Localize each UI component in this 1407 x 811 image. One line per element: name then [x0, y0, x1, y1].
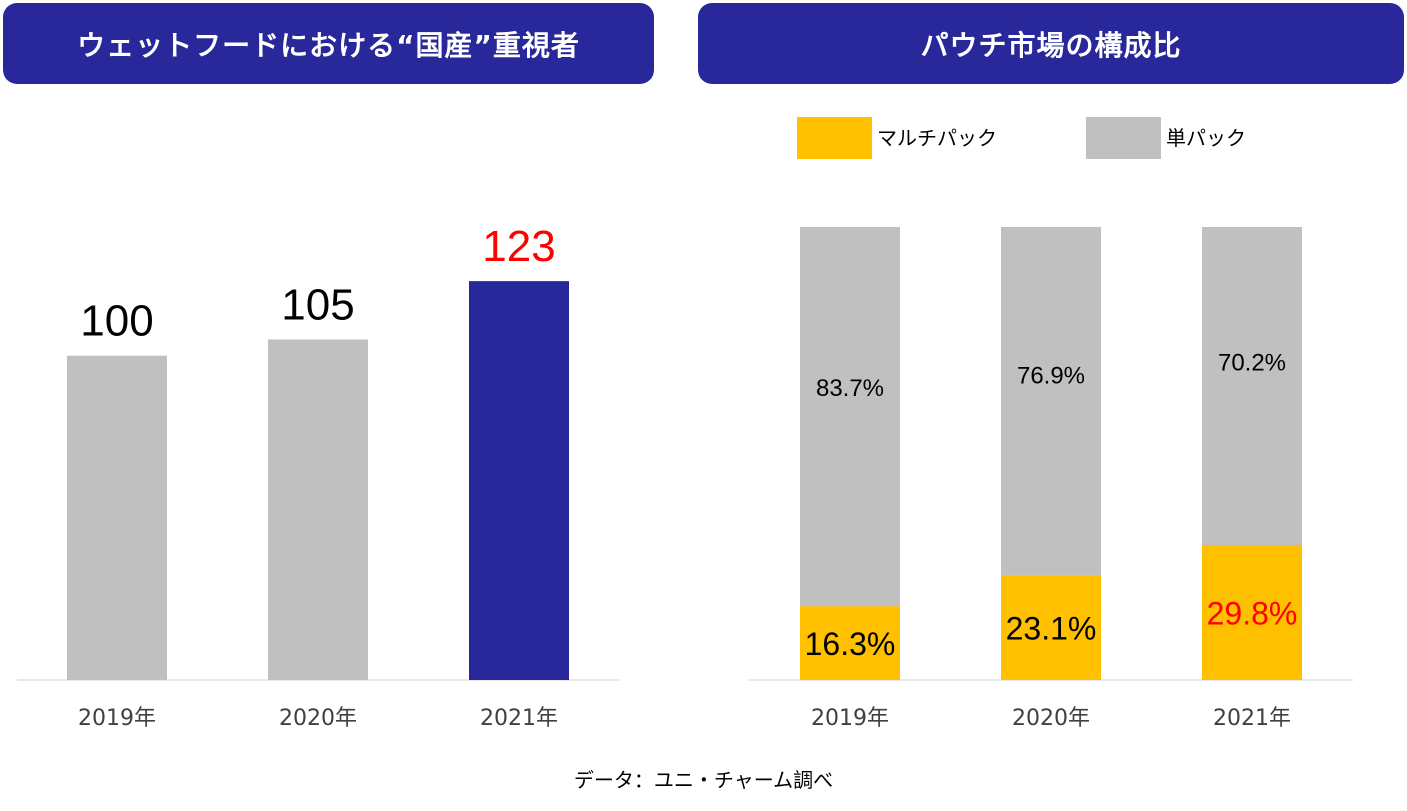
- stack-segment-0-2019年: [800, 606, 900, 680]
- stack-value-label: 76.9%: [1017, 362, 1085, 389]
- left-bar-value-label: 105: [281, 281, 354, 330]
- left-x-tick-label: 2020年: [279, 706, 357, 731]
- left-bar-2021年: [469, 281, 569, 680]
- stack-segment-1-2019年: [800, 227, 900, 607]
- right-x-tick-label: 2019年: [811, 706, 889, 731]
- stack-value-label: 23.1%: [1006, 611, 1097, 647]
- left-bar-value-label: 123: [482, 222, 555, 271]
- stack-segment-0-2020年: [1001, 575, 1101, 680]
- stack-segment-1-2020年: [1001, 227, 1101, 576]
- right-chart-title: パウチ市場の構成比: [698, 3, 1404, 84]
- stack-value-label: 29.8%: [1207, 596, 1298, 632]
- left-x-tick-label: 2019年: [78, 706, 156, 731]
- stack-value-label: 83.7%: [816, 375, 884, 402]
- left-chart-title: ウェットフードにおける“国産”重視者: [3, 3, 654, 84]
- right-x-tick-label: 2021年: [1213, 706, 1291, 731]
- legend-swatch-1: [1086, 117, 1161, 159]
- right-x-tick-label: 2020年: [1012, 706, 1090, 731]
- source-note: データ：ユニ・チャーム調べ: [573, 768, 834, 792]
- stack-segment-0-2021年: [1202, 545, 1302, 680]
- left-x-tick-label: 2021年: [480, 706, 558, 731]
- stack-value-label: 70.2%: [1218, 350, 1286, 377]
- stack-value-label: 16.3%: [805, 626, 896, 662]
- legend-swatch-0: [797, 117, 872, 159]
- legend-label-1: 単パック: [1166, 126, 1246, 150]
- left-bar-value-label: 100: [80, 297, 153, 346]
- stack-segment-1-2021年: [1202, 227, 1302, 546]
- left-bar-2019年: [67, 355, 167, 680]
- left-bar-2020年: [268, 339, 368, 680]
- legend-label-0: マルチパック: [877, 126, 997, 150]
